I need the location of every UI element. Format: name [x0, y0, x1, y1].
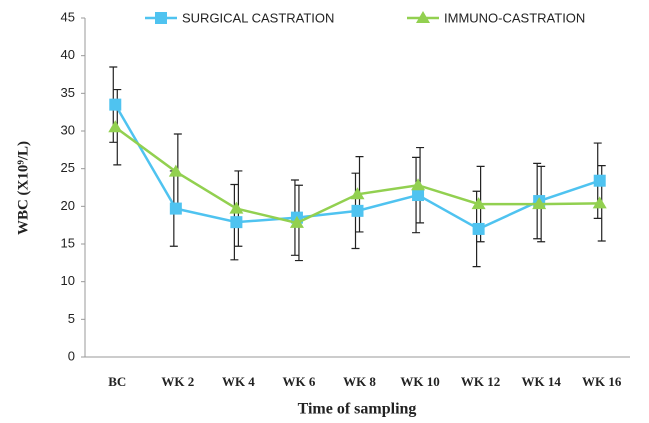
- y-tick-label: 15: [61, 235, 75, 250]
- x-tick-label: BC: [108, 374, 126, 389]
- y-tick-label: 5: [68, 311, 75, 326]
- marker: [108, 120, 123, 133]
- marker: [168, 164, 183, 177]
- x-tick-label: WK 8: [343, 374, 376, 389]
- marker: [169, 202, 182, 215]
- y-tick-label: 20: [61, 198, 75, 213]
- marker: [411, 178, 426, 191]
- x-tick-label: WK 4: [222, 374, 255, 389]
- marker: [351, 204, 364, 217]
- marker: [350, 187, 365, 200]
- marker: [109, 98, 122, 111]
- y-tick-label: 30: [61, 122, 75, 137]
- marker: [289, 215, 304, 228]
- legend-label: SURGICAL CASTRATION: [182, 10, 334, 25]
- x-tick-label: WK 10: [400, 374, 439, 389]
- y-tick-label: 45: [61, 9, 75, 24]
- x-axis-title: Time of sampling: [298, 401, 417, 418]
- marker: [592, 196, 607, 209]
- marker: [472, 222, 485, 235]
- legend-label: IMMUNO-CASTRATION: [444, 10, 585, 25]
- y-axis-title: WBC (X10⁹/L): [15, 141, 31, 235]
- marker: [593, 174, 606, 187]
- marker: [416, 11, 430, 23]
- y-tick-label: 35: [61, 85, 75, 100]
- y-tick-label: 25: [61, 160, 75, 175]
- marker: [155, 12, 167, 24]
- x-tick-label: WK 6: [283, 374, 316, 389]
- marker: [230, 216, 243, 229]
- x-tick-label: WK 14: [521, 374, 561, 389]
- marker: [412, 189, 425, 202]
- y-tick-label: 40: [61, 47, 75, 62]
- marker: [532, 197, 547, 210]
- x-tick-label: WK 16: [582, 374, 622, 389]
- y-tick-label: 0: [68, 348, 75, 363]
- marker: [471, 197, 486, 210]
- x-tick-label: WK 2: [161, 374, 194, 389]
- y-tick-label: 10: [61, 273, 75, 288]
- x-tick-label: WK 12: [461, 374, 500, 389]
- marker: [229, 201, 244, 214]
